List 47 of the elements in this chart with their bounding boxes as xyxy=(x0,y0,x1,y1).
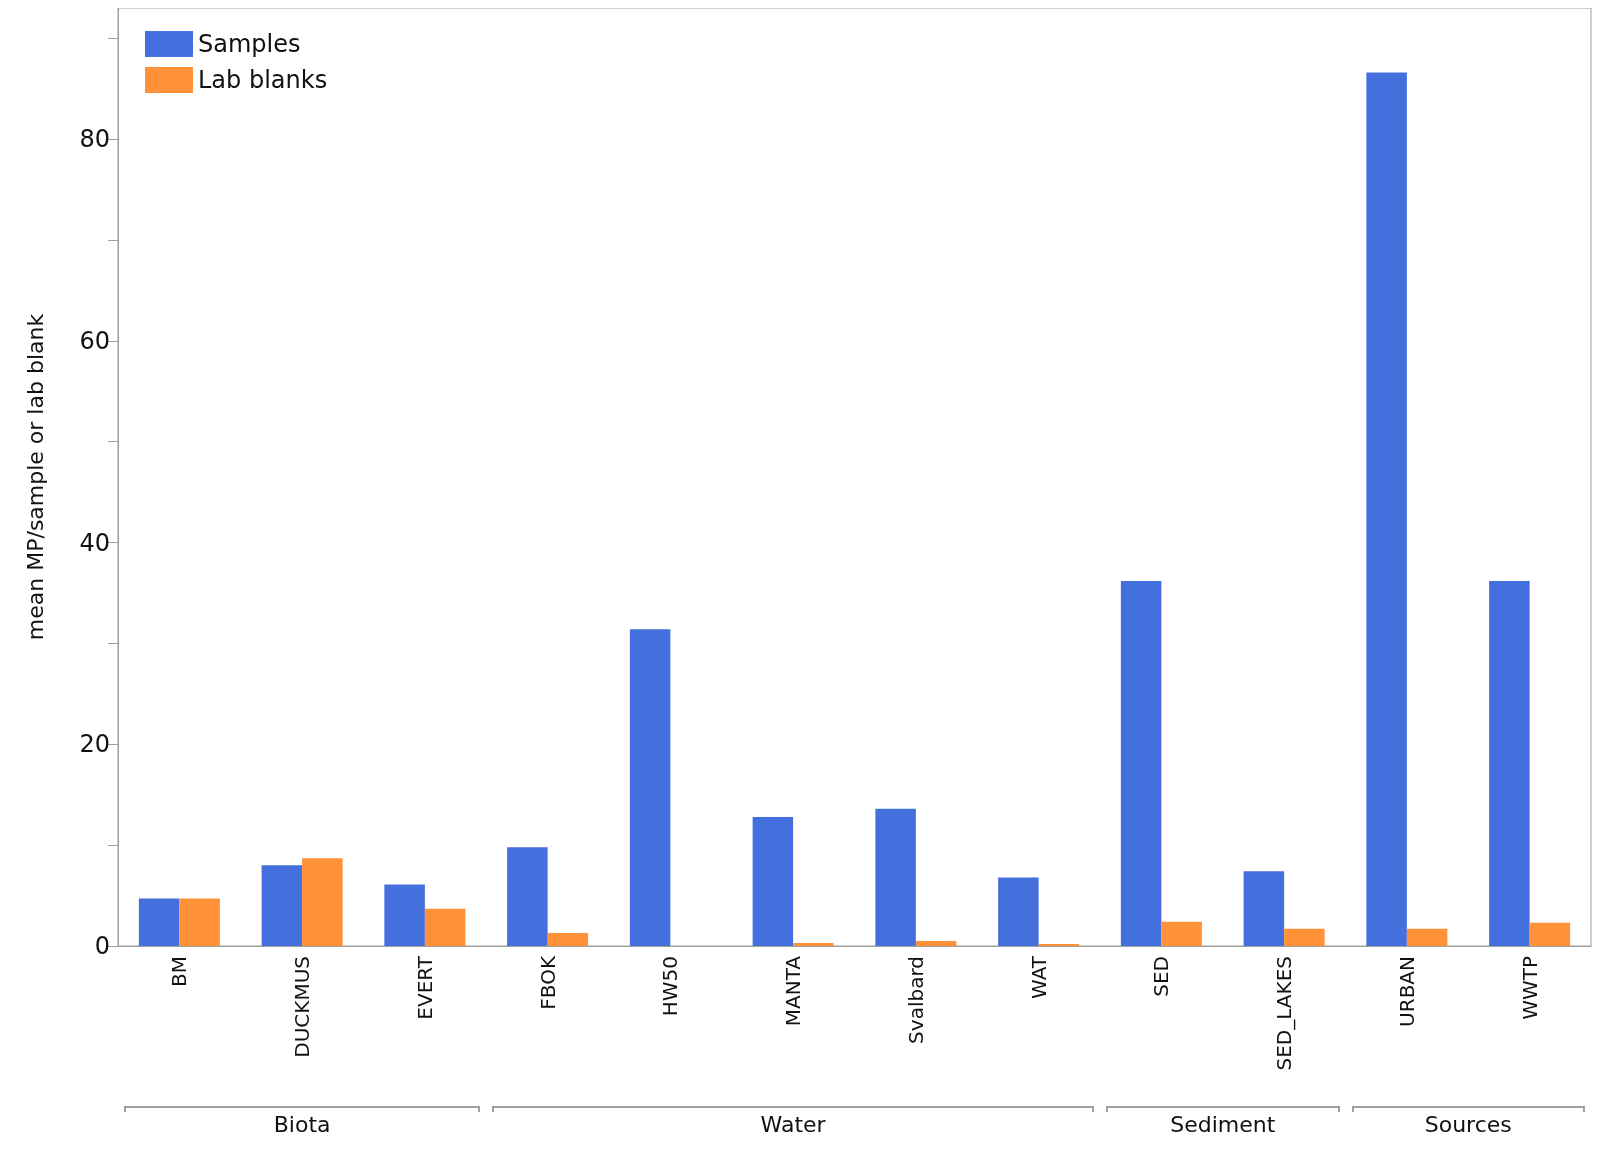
x-tick-label: WAT xyxy=(1026,955,1051,1000)
bar xyxy=(384,884,425,946)
x-tick-label: SED_LAKES xyxy=(1272,956,1297,1071)
legend-label: Samples xyxy=(198,30,301,58)
bar xyxy=(138,898,180,946)
bar xyxy=(1161,921,1202,946)
bar xyxy=(629,629,671,946)
bar xyxy=(261,865,303,946)
x-tick-label: URBAN xyxy=(1394,956,1419,1027)
text: Sources xyxy=(1423,1112,1513,1137)
bar xyxy=(875,808,916,946)
x-tick-label: FBOK xyxy=(535,955,560,1010)
x-tick-label: HW50 xyxy=(658,956,683,1017)
x-tick-label: EVERT xyxy=(412,955,437,1020)
x-tick-label: WWTP xyxy=(1517,956,1542,1020)
bar xyxy=(547,932,589,946)
bar xyxy=(1366,72,1407,946)
bar xyxy=(424,908,466,946)
y-tick-label: 0 xyxy=(94,932,110,960)
y-tick-label: 60 xyxy=(79,326,110,355)
bar xyxy=(1406,928,1448,946)
x-tick-label: Svalbard xyxy=(903,956,928,1044)
bar xyxy=(1038,943,1080,946)
y-axis-title: mean MP/sample or lab blank xyxy=(22,313,48,641)
bar xyxy=(752,816,794,946)
text: Sediment xyxy=(1169,1112,1277,1137)
bar xyxy=(1120,580,1162,946)
bar xyxy=(793,942,834,946)
bar xyxy=(998,877,1039,946)
text: Biota xyxy=(272,1112,332,1137)
bar xyxy=(507,847,548,946)
x-tick-label: MANTA xyxy=(781,955,806,1027)
bar xyxy=(915,940,957,946)
x-tick-label: SED xyxy=(1149,956,1174,997)
y-tick-label: 40 xyxy=(79,528,110,557)
bar xyxy=(1529,922,1571,946)
y-tick-label: 20 xyxy=(79,730,110,759)
legend-label: Lab blanks xyxy=(198,66,328,94)
x-tick-label: BM xyxy=(167,956,192,987)
y-tick-label: 80 xyxy=(79,125,110,154)
text: Water xyxy=(759,1112,827,1137)
bar xyxy=(179,898,220,946)
bar xyxy=(1243,871,1285,946)
x-tick-label: DUCKMUS xyxy=(290,956,315,1058)
bar xyxy=(1284,928,1325,946)
bar xyxy=(1489,580,1530,946)
bar xyxy=(302,858,343,946)
